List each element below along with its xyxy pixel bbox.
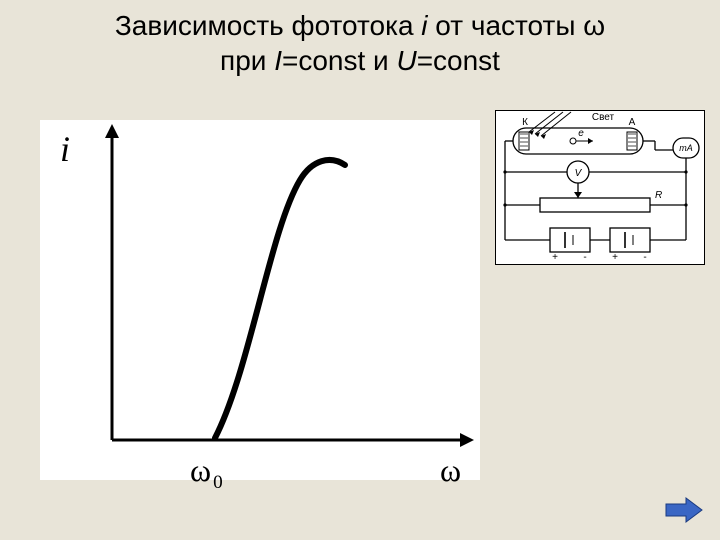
threshold-omega: ω xyxy=(190,452,211,488)
svg-text:А: А xyxy=(629,117,636,128)
title-text-3: при xyxy=(220,45,274,76)
title-I: I xyxy=(274,45,282,76)
circuit-svg: КАСветemAVR+-+- xyxy=(495,110,705,265)
svg-text:-: - xyxy=(583,252,586,263)
circuit-panel: КАСветemAVR+-+- xyxy=(495,110,705,265)
title-omega: ω xyxy=(583,10,605,41)
title-U: U xyxy=(396,45,416,76)
next-button[interactable] xyxy=(664,496,704,524)
svg-text:-: - xyxy=(643,252,646,263)
x-axis-label: ω xyxy=(440,452,461,489)
slide-root: Зависимость фототока i от частоты ω при … xyxy=(0,0,720,540)
svg-text:К: К xyxy=(522,117,528,128)
title-text-5: =const xyxy=(417,45,500,76)
graph-svg xyxy=(40,120,480,480)
arrow-right-icon xyxy=(664,496,704,524)
y-axis-label: i xyxy=(60,128,70,170)
svg-text:mA: mA xyxy=(679,143,693,153)
svg-text:Свет: Свет xyxy=(592,112,615,123)
svg-text:e: e xyxy=(578,128,584,139)
title-text-4: =const и xyxy=(282,45,396,76)
graph-panel: i ω0 ω xyxy=(40,120,480,480)
threshold-zero: 0 xyxy=(213,472,223,493)
slide-title: Зависимость фототока i от частоты ω при … xyxy=(0,8,720,78)
svg-text:+: + xyxy=(552,252,558,263)
svg-text:R: R xyxy=(655,190,662,201)
title-text-1: Зависимость фототока xyxy=(115,10,421,41)
title-text-2: от частоты xyxy=(428,10,584,41)
svg-text:+: + xyxy=(612,252,618,263)
threshold-label: ω0 xyxy=(190,452,221,489)
